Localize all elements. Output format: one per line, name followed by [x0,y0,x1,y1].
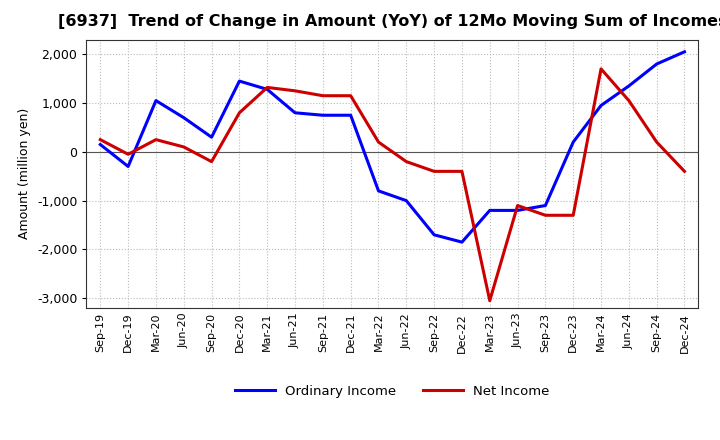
Net Income [318,93,327,99]
Net Income [374,139,383,145]
Y-axis label: Amount (million yen): Amount (million yen) [19,108,32,239]
Ordinary Income [513,208,522,213]
Ordinary Income [652,61,661,66]
Ordinary Income [569,139,577,145]
Net Income [96,137,104,142]
Ordinary Income [152,98,161,103]
Net Income [346,93,355,99]
Ordinary Income [291,110,300,115]
Net Income [680,169,689,174]
Net Income [652,139,661,145]
Ordinary Income [458,239,467,245]
Legend: Ordinary Income, Net Income: Ordinary Income, Net Income [230,380,555,403]
Ordinary Income [374,188,383,194]
Ordinary Income [680,49,689,55]
Ordinary Income [485,208,494,213]
Ordinary Income [179,115,188,120]
Net Income [485,298,494,303]
Net Income [597,66,606,72]
Net Income [263,85,271,90]
Net Income [152,137,161,142]
Net Income [179,144,188,150]
Net Income [458,169,467,174]
Ordinary Income [402,198,410,203]
Net Income [513,203,522,208]
Net Income [541,213,550,218]
Ordinary Income [207,135,216,140]
Title: [6937]  Trend of Change in Amount (YoY) of 12Mo Moving Sum of Incomes: [6937] Trend of Change in Amount (YoY) o… [58,14,720,29]
Ordinary Income [597,103,606,108]
Net Income [235,110,243,115]
Net Income [569,213,577,218]
Ordinary Income [263,87,271,92]
Net Income [207,159,216,164]
Ordinary Income [430,232,438,238]
Line: Net Income: Net Income [100,69,685,301]
Net Income [430,169,438,174]
Ordinary Income [96,142,104,147]
Net Income [291,88,300,93]
Net Income [624,98,633,103]
Ordinary Income [346,113,355,118]
Ordinary Income [624,83,633,88]
Ordinary Income [541,203,550,208]
Ordinary Income [318,113,327,118]
Line: Ordinary Income: Ordinary Income [100,52,685,242]
Net Income [124,152,132,157]
Net Income [402,159,410,164]
Ordinary Income [124,164,132,169]
Ordinary Income [235,78,243,84]
